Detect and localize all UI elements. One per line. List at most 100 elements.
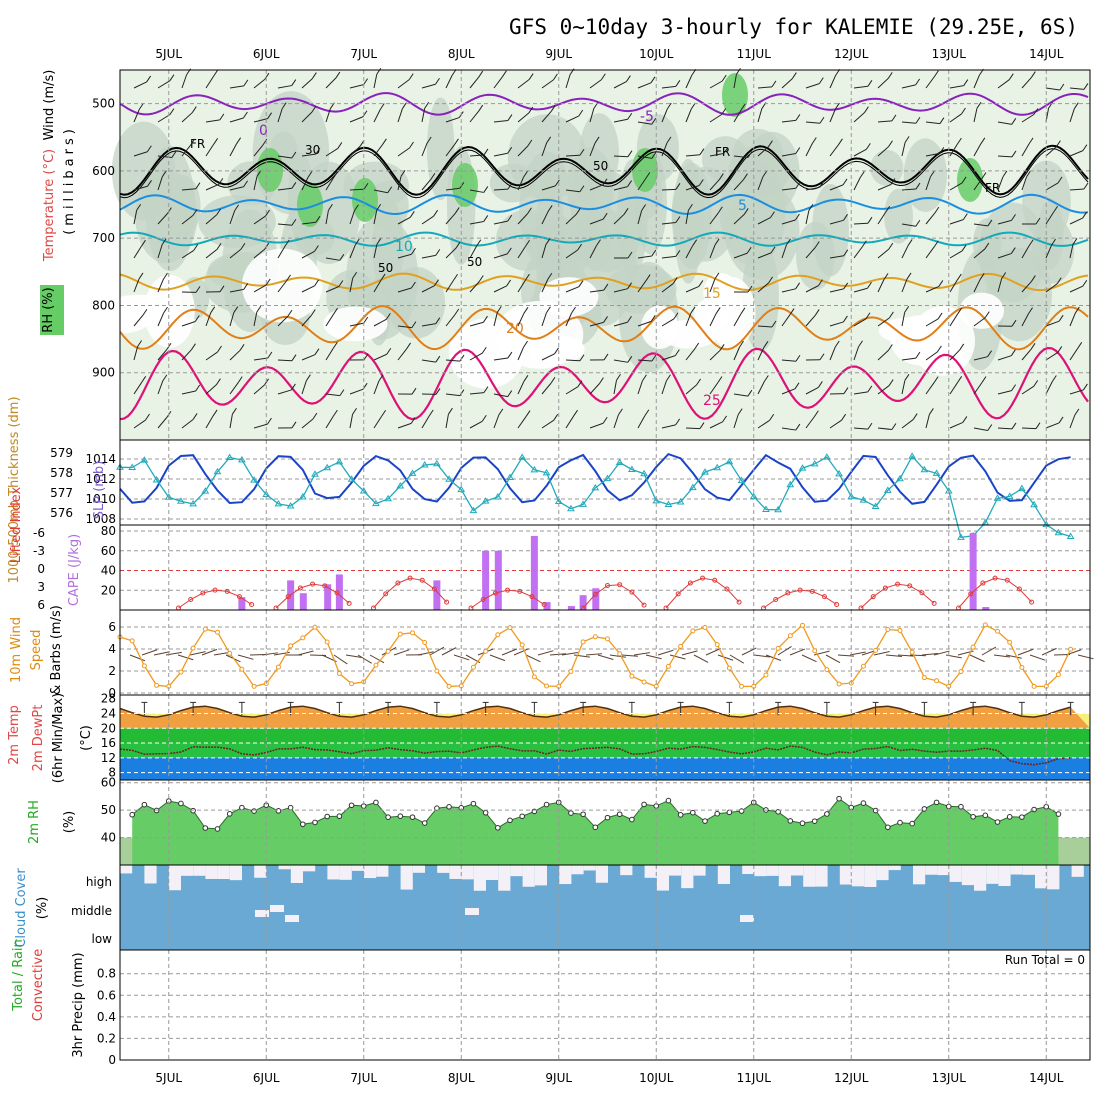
wind-barb [1021,245,1030,259]
wind-barb-flag [1072,238,1078,245]
rh2m-marker [519,813,525,820]
wind-barb [1069,389,1084,395]
wind-barb-flag [507,351,513,359]
isotherm-label: 15 [703,286,721,302]
wind-barb-flag [789,308,795,315]
wind-barb-flag [627,282,633,289]
rh2m-marker [141,801,148,808]
wind-barb-flag [1010,247,1016,254]
wind-barb [973,382,983,395]
wind-barb [805,210,810,225]
wind-barb-flag [957,307,962,315]
wind-speed-marker [739,683,745,689]
wind-barb [205,248,218,259]
wind-barb [333,654,348,665]
wind-barb [277,280,287,293]
rh-moist-area [903,138,947,212]
wind-speed-marker [909,649,915,655]
wind-barb-flag [666,374,671,382]
wind-barb-flag [213,69,219,77]
wind-barb [589,289,604,293]
wind-speed-marker [434,668,440,674]
wind-barb-flag [192,209,198,216]
cape-li-panel: 80 60 40 20 -6 -3 0 3 6 Lifted Index CAPE (J/kg) [9,486,1091,612]
thickness-marker [883,486,892,493]
thickness-marker [1017,484,1026,492]
wind-barb-flag [795,282,801,290]
wind-barb [133,185,148,191]
wind-barb [757,217,771,225]
wind-barb-flag [507,114,513,121]
wind-barb [445,75,453,89]
wind-barb-flag [603,353,609,361]
cloud-gap-high [925,865,938,875]
wind-barb [565,386,579,395]
wind-barb-flag [291,182,297,189]
temp-tick-label: 28 [101,692,116,706]
thickness-marker [871,502,880,509]
wind-barb-flag [242,111,248,119]
rh2m-marker [446,803,452,810]
wind-barb-flag [602,178,608,186]
wind-barb-flag [717,376,723,383]
wind-barb [205,75,215,89]
isotherm-label: 0 [259,123,268,139]
wind-barb-flag [314,348,320,355]
wind-barb-flag [627,315,632,323]
thickness-tick-label: 578 [50,466,73,480]
thickness-marker [213,467,222,475]
wind-barb [565,154,581,157]
wind-barb-flag [771,80,777,88]
wind-barb [997,121,1012,125]
wind-barb-flag [762,170,768,178]
precip-convective-legend: Convective [31,949,46,1022]
wind-barb-flag [688,203,693,211]
wind-barb-flag [1082,211,1088,219]
wind-barb [973,356,988,361]
wind-barb [489,654,506,662]
isotherm-label: 5 [738,198,747,214]
wind-barb-flag [666,136,672,144]
cloud-gap-high [1071,865,1084,877]
top-date-label: 14JUL [1029,47,1064,61]
li-marker [407,575,413,581]
wind-barb-flag [817,381,823,388]
wind-barb [1029,654,1046,661]
wind-speed-marker [690,628,696,634]
wind-barb [613,118,628,123]
wind-speed-marker [702,624,708,630]
li-tick-label: -3 [33,544,45,558]
thickness-marker [762,505,770,513]
wind-barb [829,255,844,259]
wind-barb-flag [717,206,723,214]
wind-barb [349,278,354,293]
wind-barb [637,320,652,327]
wind-barb [253,384,265,395]
rh2m-marker [1031,806,1037,813]
wind-barb-flag [915,219,921,227]
wind-barb-flag [478,275,484,282]
wind-barb [949,313,958,327]
thickness-marker [250,476,258,483]
wind-barb [325,77,337,89]
wind-barb-flag [838,138,843,146]
precip-tick-label: 0 [108,1053,116,1067]
wind-barb-flag [814,241,820,248]
wind-barb-flag [651,152,657,159]
wind-barb-flag [888,242,894,250]
wind-barb-flag [1082,144,1088,151]
wind-barb [205,415,214,429]
wind-barb [493,285,507,293]
wind-barb [157,380,164,395]
wind-barb-flag [459,354,465,362]
rh-label: 50 [378,261,393,275]
temp-tick-label: 16 [101,736,116,750]
wind-barb [229,312,235,327]
wind-barb [469,392,484,395]
wind-barb-flag [834,102,840,110]
wind-speed-marker [970,644,976,650]
thickness-marker [810,459,819,467]
thickness-marker [1054,528,1063,536]
rh2m-tick-label: 50 [101,803,116,817]
wind-speed-marker [580,639,586,645]
